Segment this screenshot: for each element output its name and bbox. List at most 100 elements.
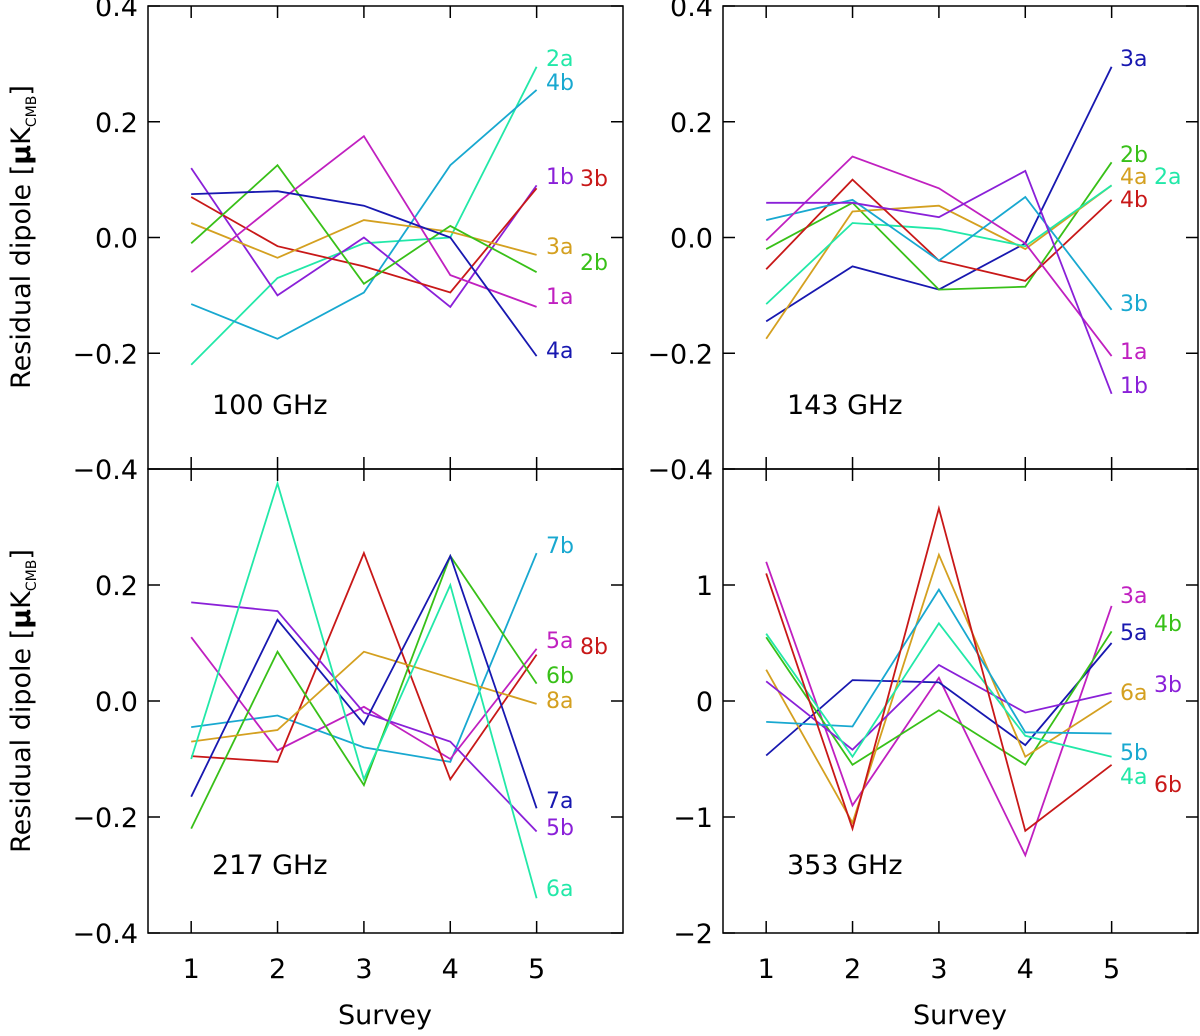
series-line-4b xyxy=(765,630,1113,767)
series-label-2b: 2b xyxy=(1120,143,1148,168)
series-line-1b xyxy=(766,169,1113,395)
series-label-3a: 3a xyxy=(546,235,573,260)
series-line-5b xyxy=(191,601,538,833)
x-tick-label: 4 xyxy=(1017,954,1034,985)
y-tick-label: −1 xyxy=(673,803,713,834)
series-label-6a: 6a xyxy=(546,877,573,902)
panel-title: 100 GHz xyxy=(212,390,328,421)
x-tick-label: 1 xyxy=(758,954,775,985)
ylabel-bottom-mu: μ xyxy=(6,609,37,629)
ylabel-bottom-bracket-open: [ xyxy=(6,629,37,648)
y-tick-label: 0.4 xyxy=(95,0,138,23)
y-tick-label: −0.2 xyxy=(72,803,138,834)
ylabel-bottom-text: Residual dipole xyxy=(6,648,37,853)
series-label-2b: 2b xyxy=(580,251,608,276)
series-label-4a: 4a xyxy=(1120,765,1147,790)
series-label-8b: 8b xyxy=(580,635,608,660)
x-tick-label: 1 xyxy=(183,954,200,985)
ylabel-top-bracket-open: [ xyxy=(6,165,37,184)
series-line-2a xyxy=(765,184,1113,305)
series-line-2b xyxy=(190,163,538,286)
series-line-4a xyxy=(191,190,538,357)
y-tick-label: −0.4 xyxy=(647,455,713,486)
series-line-3a xyxy=(765,66,1113,323)
series-line-7a xyxy=(190,553,538,809)
y-tick-label: 0.0 xyxy=(670,224,713,255)
series-line-1b xyxy=(190,167,538,309)
y-tick-label: 0.4 xyxy=(670,0,713,23)
series-line-1a xyxy=(190,134,537,308)
x-tick-label: 4 xyxy=(442,954,459,985)
series-label-4a: 4a xyxy=(546,339,573,364)
series-line-3b xyxy=(190,187,538,294)
series-label-6b: 6b xyxy=(1154,773,1182,798)
ylabel-top-bracket-close: ] xyxy=(6,85,37,96)
series-line-8b xyxy=(191,550,538,782)
ylabel-bottom-bracket-close: ] xyxy=(6,549,37,560)
series-label-2a: 2a xyxy=(546,47,573,72)
series-label-5a: 5a xyxy=(1120,621,1147,646)
x-tick-label: 3 xyxy=(930,954,947,985)
series-label-6a: 6a xyxy=(1120,681,1147,706)
y-tick-label: 0.2 xyxy=(95,571,138,602)
series-label-1b: 1b xyxy=(1120,374,1148,399)
ylabel-top-mu: μ xyxy=(6,145,37,165)
series-label-4b: 4b xyxy=(546,71,574,96)
series-line-4a xyxy=(765,621,1112,759)
y-tick-label: 0.2 xyxy=(670,108,713,139)
series-line-5a xyxy=(765,642,1113,757)
series-line-2b xyxy=(765,161,1113,291)
ylabel-top-text: Residual dipole xyxy=(6,184,37,389)
y-tick-label: 0.2 xyxy=(95,108,138,139)
series-line-3a xyxy=(190,219,537,259)
ylabel-top-sub: CMB xyxy=(24,96,40,127)
x-tick-label: 2 xyxy=(269,954,286,985)
y-tick-label: −0.2 xyxy=(647,339,713,370)
series-line-4b xyxy=(190,89,538,340)
series-line-5b xyxy=(766,587,1112,735)
y-tick-label: 0 xyxy=(696,687,713,718)
series-label-8a: 8a xyxy=(546,689,573,714)
y-tick-label: 1 xyxy=(696,571,713,602)
series-line-4b xyxy=(765,178,1113,282)
series-label-5b: 5b xyxy=(546,816,574,841)
series-line-6b xyxy=(190,554,538,829)
series-label-2a: 2a xyxy=(1154,165,1181,190)
series-label-7a: 7a xyxy=(546,789,573,814)
series-label-3b: 3b xyxy=(580,167,608,192)
series-label-3b: 3b xyxy=(1154,673,1182,698)
ylabel-top-k: K xyxy=(6,126,37,145)
series-line-2a xyxy=(190,66,538,366)
x-tick-label: 5 xyxy=(528,954,545,985)
series-label-3b: 3b xyxy=(1120,292,1148,317)
series-label-4b: 4b xyxy=(1120,188,1148,213)
series-label-6b: 6b xyxy=(546,664,574,689)
ylabel-bottom-sub: CMB xyxy=(24,560,40,591)
series-line-3b xyxy=(765,195,1113,311)
series-label-4b: 4b xyxy=(1154,612,1182,637)
series-line-6a xyxy=(190,480,538,899)
series-label-1b: 1b xyxy=(546,165,574,190)
y-tick-label: 0.0 xyxy=(95,687,138,718)
series-line-1a xyxy=(765,155,1113,357)
series-label-3a: 3a xyxy=(1120,584,1147,609)
series-line-4a xyxy=(765,184,1113,340)
series-line-6a xyxy=(765,552,1113,826)
y-tick-label: −0.4 xyxy=(72,919,138,950)
y-tick-label: 0.0 xyxy=(95,224,138,255)
series-label-5a: 5a xyxy=(546,629,573,654)
series-label-1a: 1a xyxy=(1120,340,1147,365)
series-label-5b: 5b xyxy=(1120,741,1148,766)
y-tick-label: −0.4 xyxy=(72,455,138,486)
x-tick-label: 3 xyxy=(355,954,372,985)
series-label-4a: 4a xyxy=(1120,165,1147,190)
series-label-3a: 3a xyxy=(1120,47,1147,72)
x-tick-label: 5 xyxy=(1103,954,1120,985)
panel-title: 217 GHz xyxy=(212,850,328,881)
series-line-3b xyxy=(765,663,1112,751)
